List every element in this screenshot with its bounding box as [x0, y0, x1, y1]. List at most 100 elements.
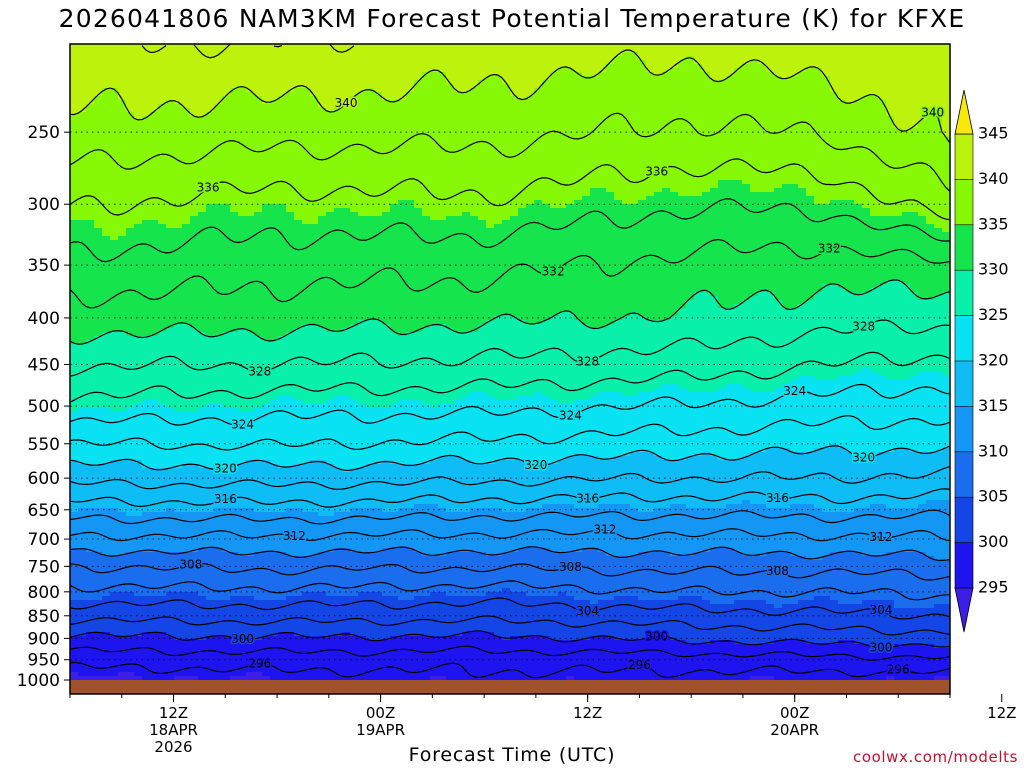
theta-cell: [150, 196, 159, 201]
theta-cell: [182, 84, 191, 89]
theta-cell: [222, 268, 231, 273]
theta-cell: [174, 652, 183, 657]
theta-cell: [278, 408, 287, 413]
theta-cell: [158, 124, 167, 129]
theta-cell: [126, 348, 135, 353]
theta-cell: [78, 252, 87, 257]
theta-cell: [270, 80, 279, 85]
theta-cell: [262, 312, 271, 317]
theta-cell: [214, 288, 223, 293]
theta-cell: [286, 428, 295, 433]
theta-cell: [126, 200, 135, 205]
theta-cell: [310, 272, 319, 277]
theta-cell: [166, 532, 175, 537]
theta-cell: [246, 452, 255, 457]
theta-cell: [278, 428, 287, 433]
theta-cell: [94, 596, 103, 601]
theta-cell: [318, 44, 327, 49]
theta-cell: [86, 272, 95, 277]
theta-cell: [254, 620, 263, 625]
theta-cell: [254, 384, 263, 389]
theta-cell: [102, 44, 111, 49]
theta-cell: [214, 448, 223, 453]
theta-cell: [270, 208, 279, 213]
theta-cell: [174, 292, 183, 297]
theta-cell: [126, 560, 135, 565]
theta-cell: [118, 592, 127, 597]
theta-cell: [286, 280, 295, 285]
theta-cell: [230, 304, 239, 309]
theta-cell: [182, 372, 191, 377]
theta-cell: [198, 268, 207, 273]
theta-cell: [214, 72, 223, 77]
theta-cell: [78, 140, 87, 145]
theta-cell: [230, 404, 239, 409]
theta-cell: [110, 652, 119, 657]
theta-cell: [142, 492, 151, 497]
theta-cell: [150, 172, 159, 177]
theta-cell: [238, 644, 247, 649]
theta-cell: [222, 272, 231, 277]
theta-cell: [174, 316, 183, 321]
theta-cell: [238, 212, 247, 217]
theta-cell: [142, 136, 151, 141]
theta-cell: [70, 56, 79, 61]
theta-cell: [142, 268, 151, 273]
theta-cell: [238, 436, 247, 441]
theta-cell: [310, 268, 319, 273]
theta-cell: [238, 48, 247, 53]
theta-cell: [302, 84, 311, 89]
theta-cell: [118, 280, 127, 285]
theta-cell: [110, 160, 119, 165]
theta-cell: [278, 288, 287, 293]
theta-cell: [70, 88, 79, 93]
theta-cell: [174, 244, 183, 249]
theta-cell: [278, 664, 287, 669]
theta-cell: [222, 392, 231, 397]
theta-cell: [70, 624, 79, 629]
theta-cell: [230, 664, 239, 669]
theta-cell: [110, 116, 119, 121]
theta-cell: [294, 472, 303, 477]
theta-cell: [94, 52, 103, 57]
theta-cell: [190, 244, 199, 249]
theta-cell: [118, 144, 127, 149]
theta-cell: [262, 324, 271, 329]
theta-cell: [270, 236, 279, 241]
theta-cell: [222, 352, 231, 357]
theta-cell: [222, 320, 231, 325]
theta-cell: [246, 524, 255, 529]
theta-cell: [134, 592, 143, 597]
theta-cell: [110, 600, 119, 605]
theta-cell: [110, 148, 119, 153]
theta-cell: [110, 428, 119, 433]
theta-cell: [102, 152, 111, 157]
theta-cell: [126, 472, 135, 477]
theta-cell: [238, 352, 247, 357]
theta-cell: [166, 68, 175, 73]
theta-cell: [310, 244, 319, 249]
theta-cell: [190, 332, 199, 337]
theta-cell: [246, 132, 255, 137]
theta-cell: [70, 632, 79, 637]
theta-cell: [78, 300, 87, 305]
theta-cell: [134, 396, 143, 401]
theta-cell: [246, 248, 255, 253]
theta-cell: [150, 112, 159, 117]
theta-cell: [262, 576, 271, 581]
theta-cell: [166, 232, 175, 237]
theta-cell: [262, 504, 271, 509]
theta-cell: [78, 652, 87, 657]
theta-cell: [198, 408, 207, 413]
theta-cell: [230, 88, 239, 93]
theta-cell: [198, 416, 207, 421]
theta-cell: [254, 560, 263, 565]
theta-cell: [174, 304, 183, 309]
theta-cell: [206, 256, 215, 261]
theta-cell: [110, 576, 119, 581]
theta-cell: [86, 444, 95, 449]
theta-cell: [86, 208, 95, 213]
theta-cell: [182, 312, 191, 317]
theta-cell: [142, 500, 151, 505]
theta-cell: [222, 300, 231, 305]
